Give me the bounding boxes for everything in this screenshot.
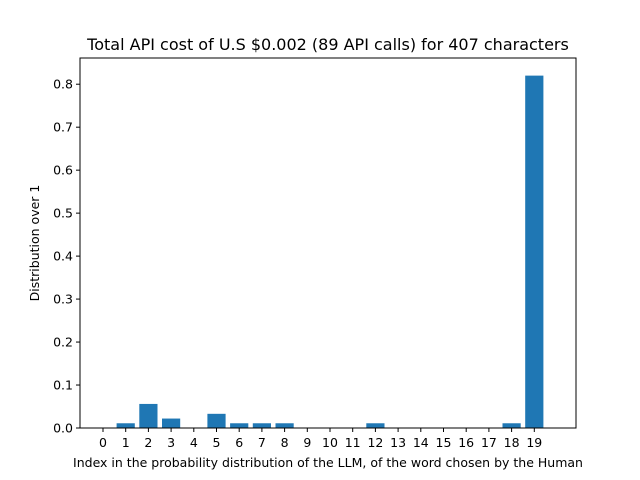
x-tick-label: 13 <box>390 435 406 450</box>
x-axis-label: Index in the probability distribution of… <box>73 455 583 470</box>
y-tick-label: 0.0 <box>53 421 73 436</box>
y-tick-label: 0.2 <box>53 335 73 350</box>
y-ticks-group: 0.0 0.1 0.2 0.3 0.4 0.5 0.6 0.7 0.8 <box>53 77 80 436</box>
x-tick-label: 3 <box>167 435 175 450</box>
x-tick-label: 19 <box>526 435 542 450</box>
bar-18 <box>502 423 521 428</box>
x-tick-label: 4 <box>190 435 198 450</box>
x-tick-label: 5 <box>213 435 221 450</box>
x-tick-label: 10 <box>322 435 338 450</box>
y-axis-label: Distribution over 1 <box>27 185 42 302</box>
bar-1 <box>116 423 135 428</box>
x-tick-label: 7 <box>258 435 266 450</box>
plot-frame <box>79 57 577 429</box>
x-tick-label: 1 <box>122 435 130 450</box>
x-tick-label: 2 <box>144 435 152 450</box>
bar-6 <box>230 423 249 428</box>
x-tick-label: 18 <box>504 435 520 450</box>
x-tick-label: 12 <box>367 435 383 450</box>
y-tick-label: 0.5 <box>53 206 73 221</box>
bars-group <box>116 75 544 429</box>
y-tick-label: 0.8 <box>53 77 73 92</box>
x-tick-label: 8 <box>281 435 289 450</box>
y-tick-label: 0.7 <box>53 120 73 135</box>
x-tick-label: 6 <box>235 435 243 450</box>
x-tick-label: 11 <box>345 435 361 450</box>
x-tick-label: 17 <box>481 435 497 450</box>
x-tick-label: 16 <box>458 435 474 450</box>
bar-3 <box>162 418 181 428</box>
bar-19 <box>525 75 544 429</box>
x-ticks-group: 0 1 2 3 4 5 6 7 8 9 10 11 12 13 14 15 16 17 18 19 <box>99 428 542 450</box>
bar-8 <box>275 423 294 428</box>
x-tick-label: 15 <box>436 435 452 450</box>
x-tick-label: 0 <box>99 435 107 450</box>
x-tick-label: 9 <box>303 435 311 450</box>
bar-5 <box>207 413 226 428</box>
chart-title: Total API cost of U.S $0.002 (89 API cal… <box>86 35 569 54</box>
bar-2 <box>139 403 158 428</box>
bar-7 <box>252 423 271 428</box>
y-tick-label: 0.6 <box>53 163 73 178</box>
bar-12 <box>366 423 385 428</box>
y-tick-label: 0.3 <box>53 292 73 307</box>
y-tick-label: 0.1 <box>53 378 73 393</box>
y-tick-label: 0.4 <box>53 249 73 264</box>
x-tick-label: 14 <box>413 435 429 450</box>
